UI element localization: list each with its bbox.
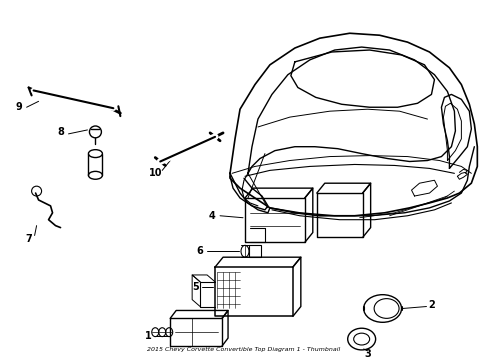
Text: 10: 10 (148, 168, 162, 178)
FancyBboxPatch shape (248, 246, 261, 257)
Text: 5: 5 (191, 282, 198, 292)
Text: 9: 9 (15, 102, 22, 112)
Text: 4: 4 (208, 211, 215, 221)
Text: 6: 6 (196, 246, 203, 256)
Text: 2: 2 (427, 300, 434, 310)
Text: 3: 3 (364, 349, 370, 359)
Text: 2015 Chevy Corvette Convertible Top Diagram 1 - Thumbnail: 2015 Chevy Corvette Convertible Top Diag… (147, 347, 340, 352)
Text: 8: 8 (57, 127, 64, 137)
Text: 7: 7 (25, 234, 32, 244)
Text: 1: 1 (144, 331, 151, 341)
